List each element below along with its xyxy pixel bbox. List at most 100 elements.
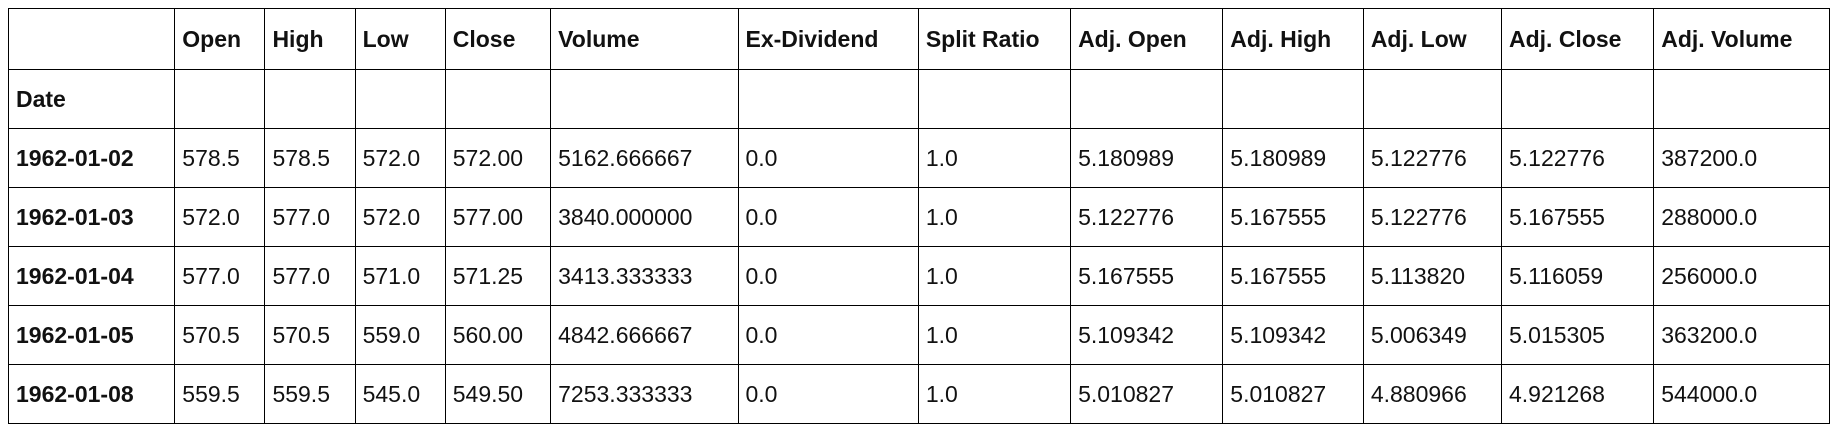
table-cell: 577.0	[174, 246, 266, 306]
table-row: 1962-01-05 570.5 570.5 559.0 560.00 4842.6666…	[7, 305, 1830, 365]
table-cell: 544000.0	[1653, 364, 1830, 424]
row-index-date: 1962-01-08	[7, 364, 176, 424]
table-cell: 5.167555	[1222, 187, 1364, 247]
column-header: Adj. Volume	[1653, 8, 1830, 70]
table-cell: 1.0	[917, 128, 1072, 188]
empty-header-cell	[1070, 69, 1224, 129]
table-cell: 572.0	[174, 187, 266, 247]
column-header: Split Ratio	[917, 8, 1072, 70]
table-cell: 570.5	[174, 305, 266, 365]
table-cell: 4.921268	[1500, 364, 1655, 424]
table-body: 1962-01-02 578.5 578.5 572.0 572.00 5162.6666…	[7, 128, 1830, 424]
row-index-date: 1962-01-04	[7, 246, 176, 306]
table-cell: 5.167555	[1500, 187, 1655, 247]
table-cell: 5.116059	[1500, 246, 1655, 306]
table-cell: 5162.666667	[550, 128, 739, 188]
empty-header-cell	[550, 69, 739, 129]
table-cell: 5.122776	[1070, 187, 1224, 247]
table-cell: 1.0	[917, 246, 1072, 306]
empty-header-cell	[1653, 69, 1830, 129]
table-cell: 549.50	[444, 364, 552, 424]
column-header: Adj. High	[1222, 8, 1364, 70]
empty-header-cell	[1222, 69, 1364, 129]
table-cell: 7253.333333	[550, 364, 739, 424]
column-header: Adj. Low	[1362, 8, 1502, 70]
table-cell: 577.0	[264, 246, 356, 306]
empty-header-cell	[264, 69, 356, 129]
table-cell: 5.006349	[1362, 305, 1502, 365]
empty-header-cell	[354, 69, 446, 129]
table-cell: 5.167555	[1222, 246, 1364, 306]
table-cell: 5.167555	[1070, 246, 1224, 306]
empty-header-cell	[1500, 69, 1655, 129]
column-header: Adj. Close	[1500, 8, 1655, 70]
table-cell: 577.0	[264, 187, 356, 247]
table-cell: 3413.333333	[550, 246, 739, 306]
table-row: 1962-01-03 572.0 577.0 572.0 577.00 3840.0000…	[7, 187, 1830, 247]
table-cell: 571.25	[444, 246, 552, 306]
table-cell: 5.010827	[1070, 364, 1224, 424]
table-cell: 5.015305	[1500, 305, 1655, 365]
table-cell: 1.0	[917, 364, 1072, 424]
table-cell: 5.122776	[1362, 128, 1502, 188]
table-cell: 5.109342	[1070, 305, 1224, 365]
table-cell: 387200.0	[1653, 128, 1830, 188]
table-cell: 5.180989	[1222, 128, 1364, 188]
table-cell: 545.0	[354, 364, 446, 424]
index-name-header: Date	[7, 69, 176, 129]
table-cell: 0.0	[737, 364, 919, 424]
table-cell: 572.0	[354, 128, 446, 188]
table-cell: 0.0	[737, 246, 919, 306]
table-cell: 0.0	[737, 187, 919, 247]
column-header: Open	[174, 8, 266, 70]
index-column-header	[7, 8, 176, 70]
column-header: Adj. Open	[1070, 8, 1224, 70]
table-cell: 572.00	[444, 128, 552, 188]
table-cell: 1.0	[917, 305, 1072, 365]
table-cell: 5.122776	[1500, 128, 1655, 188]
table-cell: 578.5	[174, 128, 266, 188]
table-cell: 560.00	[444, 305, 552, 365]
table-cell: 0.0	[737, 128, 919, 188]
row-index-date: 1962-01-02	[7, 128, 176, 188]
table-cell: 559.5	[174, 364, 266, 424]
table-row: 1962-01-04 577.0 577.0 571.0 571.25 3413.3333…	[7, 246, 1830, 306]
empty-header-cell	[1362, 69, 1502, 129]
table-cell: 559.5	[264, 364, 356, 424]
empty-header-cell	[917, 69, 1072, 129]
table-cell: 5.180989	[1070, 128, 1224, 188]
table-cell: 572.0	[354, 187, 446, 247]
table-cell: 5.113820	[1362, 246, 1502, 306]
column-header: High	[264, 8, 356, 70]
empty-header-cell	[444, 69, 552, 129]
empty-header-cell	[737, 69, 919, 129]
table-cell: 5.109342	[1222, 305, 1364, 365]
table-row: 1962-01-08 559.5 559.5 545.0 549.50 7253.3333…	[7, 364, 1830, 424]
column-header-row: Open High Low Close Volume Ex-Dividend Split R…	[7, 8, 1830, 70]
table-cell: 4.880966	[1362, 364, 1502, 424]
table-cell: 4842.666667	[550, 305, 739, 365]
column-header: Volume	[550, 8, 739, 70]
table-cell: 559.0	[354, 305, 446, 365]
row-index-date: 1962-01-03	[7, 187, 176, 247]
table-cell: 578.5	[264, 128, 356, 188]
table-cell: 1.0	[917, 187, 1072, 247]
table-cell: 288000.0	[1653, 187, 1830, 247]
table-row: 1962-01-02 578.5 578.5 572.0 572.00 5162.6666…	[7, 128, 1830, 188]
dataframe-table-container: Open High Low Close Volume Ex-Dividend Split R…	[7, 8, 1830, 424]
row-index-date: 1962-01-05	[7, 305, 176, 365]
table-cell: 256000.0	[1653, 246, 1830, 306]
index-name-row: Date	[7, 69, 1830, 129]
table-cell: 570.5	[264, 305, 356, 365]
column-header: Low	[354, 8, 446, 70]
empty-header-cell	[174, 69, 266, 129]
column-header: Ex-Dividend	[737, 8, 919, 70]
table-cell: 5.010827	[1222, 364, 1364, 424]
table-cell: 577.00	[444, 187, 552, 247]
table-cell: 363200.0	[1653, 305, 1830, 365]
column-header: Close	[444, 8, 552, 70]
table-cell: 571.0	[354, 246, 446, 306]
table-cell: 5.122776	[1362, 187, 1502, 247]
dataframe-table: Open High Low Close Volume Ex-Dividend Split R…	[7, 8, 1830, 424]
table-cell: 0.0	[737, 305, 919, 365]
